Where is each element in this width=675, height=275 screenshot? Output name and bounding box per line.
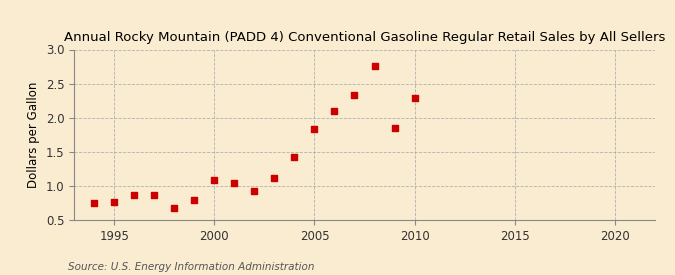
Point <box>109 200 119 205</box>
Point <box>129 192 140 197</box>
Point <box>389 126 400 130</box>
Point <box>289 155 300 160</box>
Text: Source: U.S. Energy Information Administration: Source: U.S. Energy Information Administ… <box>68 262 314 272</box>
Point <box>269 176 280 181</box>
Point <box>149 192 160 197</box>
Point <box>309 126 320 131</box>
Point <box>409 96 420 100</box>
Point <box>249 188 260 193</box>
Point <box>169 205 180 210</box>
Point <box>209 178 220 182</box>
Point <box>89 201 100 205</box>
Title: Annual Rocky Mountain (PADD 4) Conventional Gasoline Regular Retail Sales by All: Annual Rocky Mountain (PADD 4) Conventio… <box>64 31 665 44</box>
Point <box>369 64 380 68</box>
Point <box>349 93 360 97</box>
Point <box>329 109 340 113</box>
Y-axis label: Dollars per Gallon: Dollars per Gallon <box>28 82 40 188</box>
Point <box>189 197 200 202</box>
Point <box>229 181 240 185</box>
